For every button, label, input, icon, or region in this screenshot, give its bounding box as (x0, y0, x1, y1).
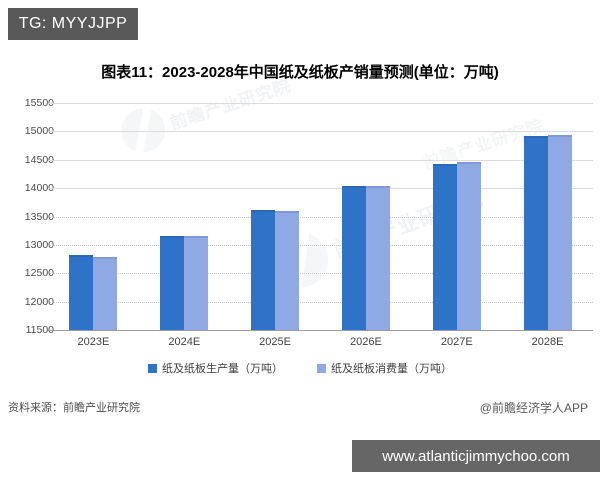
x-tick-label-2023E: 2023E (77, 336, 110, 348)
bar-group-2024E (160, 103, 209, 330)
bar-production-2028E (523, 136, 548, 330)
gridline-11500 (48, 330, 593, 331)
x-tick-label-2025E: 2025E (259, 336, 291, 348)
y-axis: 11500 12000 12500 13000 13500 14000 14500 15000… (10, 97, 58, 336)
bar-production-2026E (341, 186, 366, 330)
x-tick-label-2027E: 2027E (440, 336, 473, 348)
bar-production-2025E (251, 210, 276, 330)
gridline-15000 (48, 131, 593, 133)
gridline-12000 (48, 301, 593, 303)
legend: 纸及纸板生产量（万吨） 纸及纸板消费量（万吨） (0, 360, 600, 376)
bar-consumption-2028E (547, 134, 572, 330)
plot-area (48, 103, 593, 331)
gridline-15500 (48, 103, 593, 104)
legend-label: 纸及纸板生产量（万吨） (162, 363, 283, 375)
legend-swatch-icon (148, 363, 157, 373)
url-watermark-bar: www.atlanticjimmychoo.com (352, 440, 600, 472)
bar-consumption-2027E (456, 162, 481, 330)
gridline-14500 (48, 159, 593, 161)
bar-group-2028E (523, 103, 572, 330)
bar-production-2027E (432, 164, 457, 330)
legend-item-consumption: 纸及纸板消费量（万吨） (317, 360, 452, 376)
bar-group-2023E (69, 103, 118, 330)
gridline-14000 (48, 188, 593, 190)
tg-badge: TG: MYYJJPP (8, 8, 138, 40)
y-tick-label-12000: 12000 (24, 295, 54, 308)
y-tick-label-15000: 15000 (24, 125, 54, 138)
y-tick-label-15500: 15500 (24, 97, 54, 109)
bar-consumption-2025E (275, 211, 300, 330)
bar-production-2023E (69, 255, 94, 330)
bar-group-2025E (251, 103, 300, 330)
y-tick-label-14000: 14000 (24, 182, 54, 195)
x-axis: 2023E 2024E 2025E 2026E 2027E 2028E (48, 336, 593, 352)
url-watermark-text: www.atlanticjimmychoo.com (382, 447, 570, 465)
legend-swatch-icon (317, 363, 326, 373)
source-note: 资料来源：前瞻产业研究院 (8, 402, 140, 414)
gridline-12500 (48, 273, 593, 275)
bar-production-2024E (160, 235, 185, 330)
y-tick-label-13000: 13000 (24, 238, 54, 251)
x-tick-label-2026E: 2026E (350, 336, 382, 348)
y-tick-label-14500: 14500 (24, 153, 54, 166)
legend-label: 纸及纸板消费量（万吨） (331, 363, 452, 375)
chart-title: 图表11：2023-2028年中国纸及纸板产销量预测(单位：万吨) (101, 64, 499, 81)
attribution-note: @前瞻经济学人APP (479, 401, 588, 415)
bar-consumption-2024E (184, 236, 209, 330)
legend-item-production: 纸及纸板生产量（万吨） (148, 360, 283, 376)
tg-badge-label: TG: MYYJJPP (18, 15, 128, 32)
bar-group-2027E (432, 103, 481, 330)
y-tick-label-13500: 13500 (24, 210, 54, 223)
bar-group-2026E (341, 103, 390, 330)
y-tick-label-12500: 12500 (24, 267, 54, 280)
x-tick-label-2024E: 2024E (168, 336, 201, 348)
bar-consumption-2023E (93, 257, 118, 330)
bar-consumption-2026E (365, 185, 390, 330)
gridline-13000 (48, 244, 593, 246)
y-tick-label-11500: 11500 (25, 324, 54, 336)
gridline-13500 (48, 216, 593, 218)
x-tick-label-2028E: 2028E (531, 336, 564, 348)
